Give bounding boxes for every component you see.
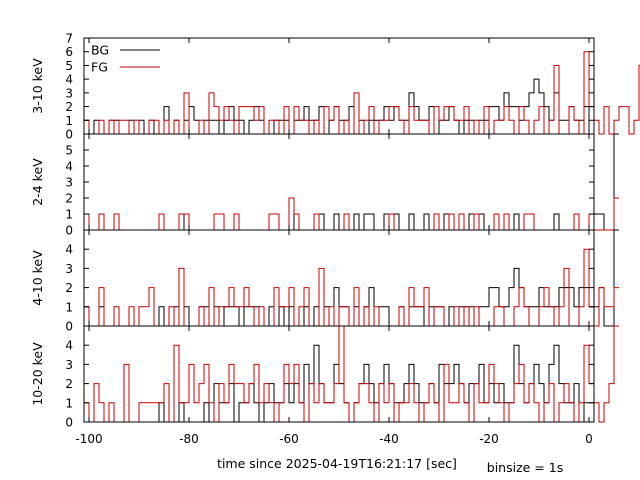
x-tick-label: -60: [279, 432, 299, 446]
legend-label-fg: FG: [91, 60, 108, 75]
y-tick-label: 2: [65, 281, 73, 295]
panel-3: 0 1 2 3 4 10-20 keV: [30, 325, 619, 430]
y-tick-label: 3: [65, 262, 73, 276]
x-axis-label: time since 2025-04-19T16:21:17 [sec]: [217, 456, 457, 471]
panel-1: 0 1 2 3 4 5 2-4 keV: [30, 133, 619, 238]
y-tick-label: 2: [65, 192, 73, 206]
binsize-note: binsize = 1s: [487, 460, 563, 475]
panel-2: 0 1 2 3 4 4-10 keV: [30, 229, 619, 334]
y-tick-label: 2: [65, 100, 73, 114]
y-tick-label: 0: [65, 320, 73, 334]
y-tick-label: 4: [65, 160, 73, 174]
x-tick-label: -40: [379, 432, 399, 446]
series-fg-line: [84, 325, 619, 423]
x-tick-label: -20: [479, 432, 499, 446]
y-tick-label: 4: [65, 243, 73, 257]
x-tick-label: -80: [179, 432, 199, 446]
y-tick-label: 3: [65, 86, 73, 100]
y-tick-label: 0: [65, 224, 73, 238]
y-axis-label: 3-10 keV: [30, 58, 45, 114]
y-axis-label: 4-10 keV: [30, 250, 45, 306]
y-tick-label: 3: [65, 358, 73, 372]
y-tick-label: 0: [65, 128, 73, 142]
y-tick-label: 1: [65, 396, 73, 410]
y-axis-label: 2-4 keV: [30, 158, 45, 206]
panel-frame: [83, 325, 595, 423]
y-axis-label: 10-20 keV: [30, 342, 45, 406]
y-tick-label: 6: [65, 45, 73, 59]
y-tick-label: 4: [65, 73, 73, 87]
legend-label-bg: BG: [91, 43, 109, 58]
y-tick-label: 5: [65, 59, 73, 73]
legend: BG FG: [91, 43, 160, 75]
y-tick-label: 7: [65, 32, 73, 46]
x-tick-label: 0: [585, 432, 593, 446]
y-tick-label: 1: [65, 300, 73, 314]
y-tick-label: 0: [65, 416, 73, 430]
y-tick-label: 3: [65, 176, 73, 190]
series-fg-line: [84, 197, 619, 231]
y-tick-label: 1: [65, 208, 73, 222]
y-tick-label: 2: [65, 377, 73, 391]
x-tick-label: -100: [75, 432, 102, 446]
y-tick-label: 5: [65, 144, 73, 158]
y-tick-label: 4: [65, 339, 73, 353]
y-tick-label: 1: [65, 114, 73, 128]
